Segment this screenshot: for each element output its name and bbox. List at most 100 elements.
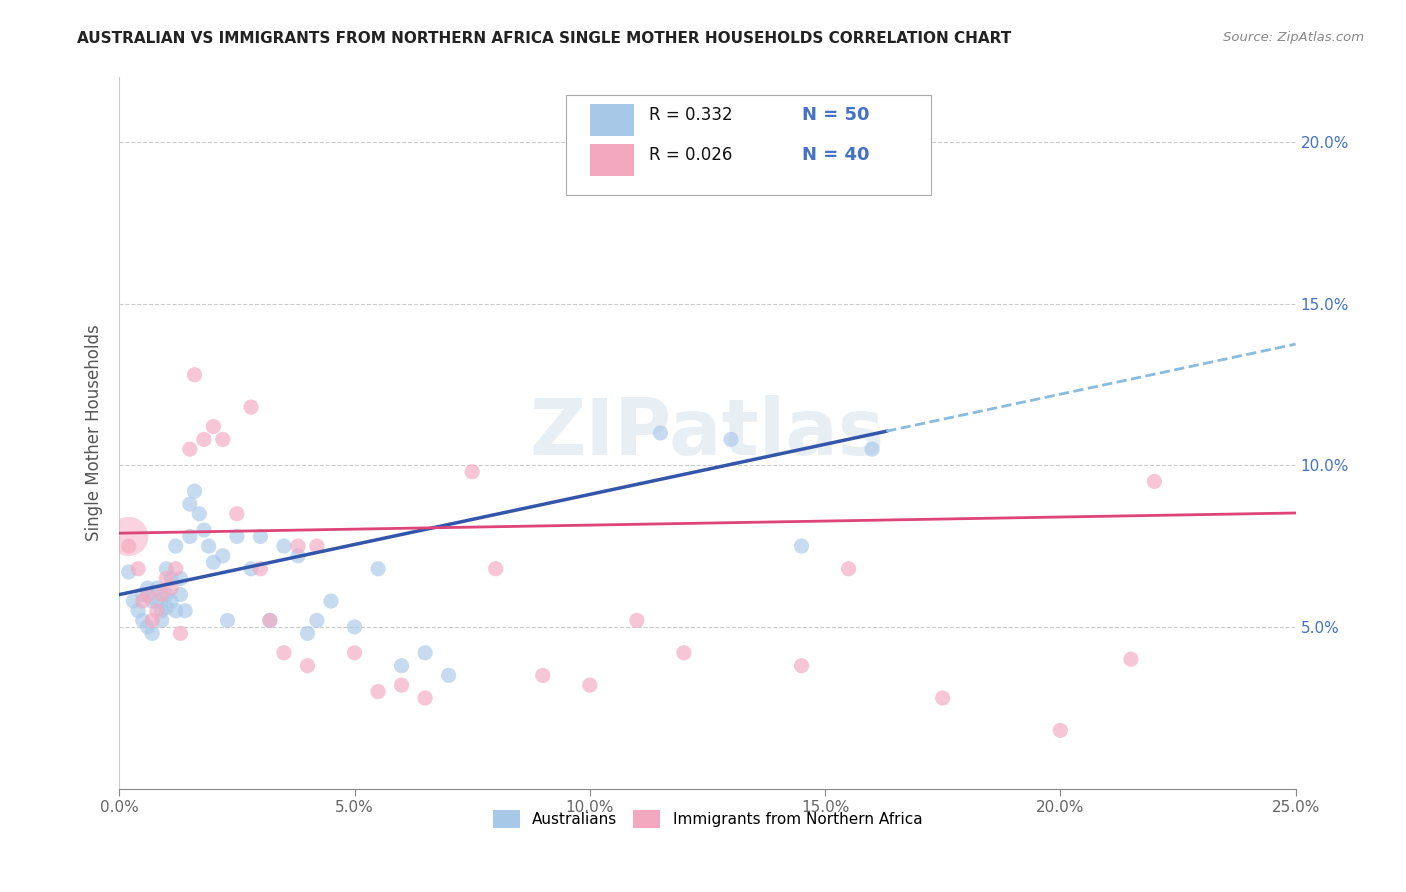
Point: [132, 594, 155, 608]
Point: [931, 691, 953, 706]
Point: [790, 539, 813, 553]
Point: [183, 368, 205, 382]
Point: [146, 594, 169, 608]
Text: R = 0.332: R = 0.332: [648, 106, 733, 124]
Point: [146, 581, 169, 595]
Point: [136, 620, 159, 634]
Point: [179, 497, 201, 511]
Point: [150, 588, 173, 602]
Text: ZIPatlas: ZIPatlas: [530, 395, 884, 471]
Point: [273, 539, 295, 553]
Point: [273, 646, 295, 660]
Point: [367, 684, 389, 698]
Point: [217, 614, 239, 628]
Point: [367, 562, 389, 576]
Point: [259, 614, 281, 628]
Point: [165, 604, 187, 618]
Point: [155, 600, 177, 615]
Point: [141, 614, 163, 628]
Point: [287, 549, 309, 563]
Point: [249, 562, 271, 576]
Point: [183, 484, 205, 499]
Point: [391, 658, 413, 673]
Point: [118, 529, 141, 543]
Point: [319, 594, 342, 608]
Point: [1119, 652, 1142, 666]
Point: [136, 588, 159, 602]
Point: [202, 419, 225, 434]
Point: [160, 571, 183, 585]
Point: [259, 614, 281, 628]
Point: [165, 562, 187, 576]
Point: [1143, 475, 1166, 489]
Point: [626, 614, 648, 628]
Point: [720, 433, 742, 447]
FancyBboxPatch shape: [589, 104, 634, 136]
Point: [202, 555, 225, 569]
Point: [132, 614, 155, 628]
Text: AUSTRALIAN VS IMMIGRANTS FROM NORTHERN AFRICA SINGLE MOTHER HOUSEHOLDS CORRELATI: AUSTRALIAN VS IMMIGRANTS FROM NORTHERN A…: [77, 31, 1011, 46]
Point: [127, 562, 149, 576]
Point: [211, 433, 233, 447]
Point: [485, 562, 508, 576]
Point: [141, 594, 163, 608]
Point: [150, 614, 173, 628]
Point: [297, 658, 319, 673]
Text: R = 0.026: R = 0.026: [648, 145, 733, 164]
Point: [249, 529, 271, 543]
Point: [122, 594, 145, 608]
Text: N = 50: N = 50: [801, 106, 869, 124]
Point: [160, 581, 183, 595]
Point: [127, 604, 149, 618]
Text: N = 40: N = 40: [801, 145, 869, 164]
Point: [165, 539, 187, 553]
Point: [179, 442, 201, 457]
Point: [672, 646, 695, 660]
Point: [118, 565, 141, 579]
Point: [211, 549, 233, 563]
Point: [650, 425, 672, 440]
Point: [146, 604, 169, 618]
Point: [169, 588, 191, 602]
Point: [305, 614, 328, 628]
Point: [343, 646, 366, 660]
Text: Source: ZipAtlas.com: Source: ZipAtlas.com: [1223, 31, 1364, 45]
Legend: Australians, Immigrants from Northern Africa: Australians, Immigrants from Northern Af…: [486, 805, 928, 834]
Point: [790, 658, 813, 673]
Point: [174, 604, 197, 618]
Point: [193, 523, 215, 537]
Point: [860, 442, 883, 457]
Point: [155, 588, 177, 602]
Point: [578, 678, 600, 692]
Point: [118, 539, 141, 553]
Y-axis label: Single Mother Households: Single Mother Households: [86, 325, 103, 541]
Point: [155, 562, 177, 576]
Point: [150, 604, 173, 618]
Point: [297, 626, 319, 640]
Point: [160, 594, 183, 608]
Point: [155, 571, 177, 585]
Point: [179, 529, 201, 543]
Point: [136, 581, 159, 595]
Point: [461, 465, 484, 479]
Point: [413, 646, 436, 660]
Point: [413, 691, 436, 706]
Point: [141, 626, 163, 640]
FancyBboxPatch shape: [567, 95, 931, 194]
Point: [225, 529, 247, 543]
Point: [287, 539, 309, 553]
Point: [169, 626, 191, 640]
Point: [169, 571, 191, 585]
Point: [391, 678, 413, 692]
Point: [132, 588, 155, 602]
Point: [531, 668, 554, 682]
Point: [188, 507, 211, 521]
Point: [1049, 723, 1071, 738]
FancyBboxPatch shape: [589, 145, 634, 176]
Point: [193, 433, 215, 447]
Point: [343, 620, 366, 634]
Point: [305, 539, 328, 553]
Point: [240, 562, 263, 576]
Point: [225, 507, 247, 521]
Point: [437, 668, 460, 682]
